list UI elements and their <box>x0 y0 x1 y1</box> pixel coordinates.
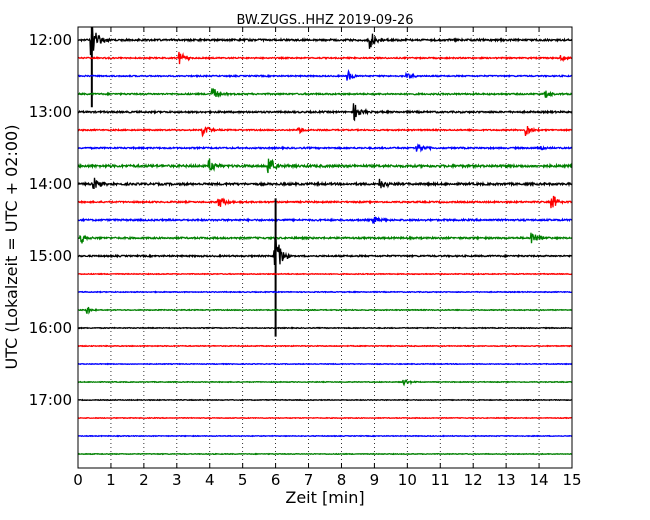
x-tick-label: 4 <box>205 471 215 489</box>
trace-line <box>77 26 573 56</box>
chart-title: BW.ZUGS..HHZ 2019-09-26 <box>236 13 413 28</box>
x-tick-label: 12 <box>464 471 483 489</box>
x-tick-label: 15 <box>562 471 581 489</box>
x-axis-ticks: 0 1 2 3 4 5 6 7 8 9 10 11 12 13 14 15 <box>73 27 582 489</box>
plot-frame <box>77 26 573 469</box>
trace-line <box>77 143 573 153</box>
y-tick-label: 16:00 <box>29 319 72 337</box>
trace-line <box>77 237 573 265</box>
x-tick-label: 10 <box>398 471 417 489</box>
trace-layer <box>77 26 573 456</box>
trace-line <box>77 362 573 366</box>
x-tick-label: 9 <box>370 471 380 489</box>
trace-line <box>77 195 573 209</box>
trace-line <box>77 69 573 81</box>
x-tick-label: 8 <box>337 471 347 489</box>
y-tick-label: 14:00 <box>29 175 72 193</box>
x-tick-label: 14 <box>530 471 549 489</box>
trace-line <box>77 126 573 138</box>
x-tick-label: 0 <box>73 471 83 489</box>
trace-line <box>77 290 573 294</box>
y-tick-label: 12:00 <box>29 31 72 49</box>
x-tick-label: 1 <box>106 471 116 489</box>
y-tick-label: 13:00 <box>29 103 72 121</box>
y-tick-label: 15:00 <box>29 247 72 265</box>
trace-line <box>77 272 573 276</box>
trace-line <box>77 452 573 456</box>
trace-line <box>77 306 573 315</box>
trace-line <box>77 434 573 438</box>
trace-line <box>77 103 573 122</box>
trace-line <box>77 344 573 348</box>
x-tick-label: 6 <box>271 471 281 489</box>
x-tick-label: 2 <box>139 471 149 489</box>
x-tick-label: 3 <box>172 471 182 489</box>
y-axis-ticks: 12:00 13:00 14:00 15:00 16:00 17:00 <box>29 31 572 409</box>
trace-line <box>77 379 573 387</box>
trace-line <box>77 216 573 224</box>
x-tick-label: 11 <box>431 471 450 489</box>
trace-line <box>77 232 573 244</box>
trace-line <box>77 398 573 402</box>
x-axis-label: Zeit [min] <box>285 488 364 507</box>
trace-line <box>77 87 573 99</box>
trace-line <box>77 177 573 190</box>
trace-line <box>77 51 573 65</box>
trace-line <box>77 326 573 330</box>
trace-line <box>77 158 573 174</box>
y-tick-label: 17:00 <box>29 391 72 409</box>
x-tick-label: 13 <box>497 471 516 489</box>
y-axis-label: UTC (Lokalzeit = UTC + 02:00) <box>2 125 21 370</box>
x-tick-label: 7 <box>304 471 314 489</box>
x-tick-label: 5 <box>238 471 248 489</box>
trace-line <box>77 416 573 420</box>
